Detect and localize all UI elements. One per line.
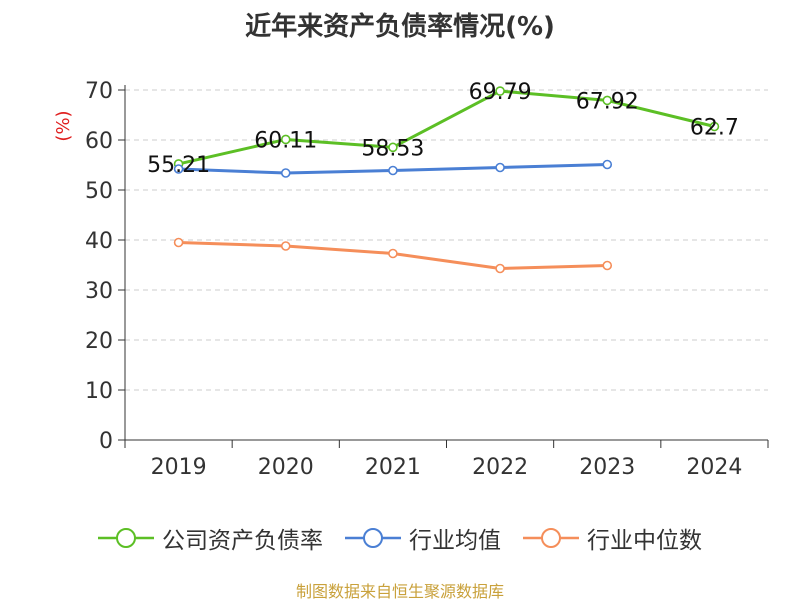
y-tick-label: 60 bbox=[85, 129, 113, 154]
legend-swatch bbox=[98, 528, 154, 548]
data-label: 67.92 bbox=[576, 89, 639, 114]
data-label: 62.7 bbox=[690, 116, 739, 141]
x-tick-label: 2022 bbox=[472, 455, 528, 480]
data-point bbox=[388, 142, 398, 153]
data-point bbox=[388, 248, 398, 259]
y-tick-label: 30 bbox=[85, 279, 113, 304]
data-point bbox=[280, 134, 291, 145]
x-tick-label: 2021 bbox=[365, 455, 421, 480]
legend-swatch bbox=[523, 528, 579, 548]
series-line bbox=[178, 89, 715, 166]
source-note: 制图数据来自恒生聚源数据库 bbox=[295, 582, 504, 601]
x-tick-label: 2024 bbox=[686, 455, 742, 480]
y-tick-label: 50 bbox=[85, 179, 113, 204]
data-label: 69.79 bbox=[469, 80, 532, 105]
series-layer bbox=[173, 86, 720, 274]
legend-item[interactable]: 公司资产负债率 bbox=[98, 521, 323, 555]
y-axis-label: (%) bbox=[53, 110, 74, 141]
legend-label: 行业中位数 bbox=[587, 528, 702, 554]
data-point bbox=[173, 164, 184, 174]
x-tick-label: 2019 bbox=[151, 455, 207, 480]
legend-item[interactable]: 行业中位数 bbox=[523, 521, 702, 555]
y-tick-label: 0 bbox=[99, 429, 113, 454]
legend: 公司资产负债率 行业均值 行业中位数 bbox=[0, 518, 800, 558]
grid-lines bbox=[125, 89, 768, 391]
data-point bbox=[495, 162, 505, 173]
chart-title: 近年来资产负债率情况(%) bbox=[245, 12, 555, 42]
legend-label: 行业均值 bbox=[409, 528, 501, 554]
data-labels: 55.21 60.11 58.53 69.79 67.92 62.7 bbox=[147, 80, 739, 178]
data-point bbox=[388, 165, 398, 176]
y-tick-label: 10 bbox=[85, 379, 113, 404]
data-point bbox=[602, 159, 613, 170]
legend-label: 公司资产负债率 bbox=[162, 528, 323, 554]
axes: 0 10 20 30 40 50 60 70 2019 2020 2021 2022 2023 2024 (… bbox=[53, 79, 769, 480]
y-tick-label: 40 bbox=[85, 229, 113, 254]
data-point bbox=[280, 241, 291, 251]
data-point bbox=[602, 95, 613, 106]
data-point bbox=[173, 237, 184, 248]
data-point bbox=[709, 121, 720, 132]
legend-swatch bbox=[345, 528, 401, 548]
data-point bbox=[495, 263, 505, 274]
data-label: 55.21 bbox=[147, 153, 210, 178]
x-tick-label: 2023 bbox=[579, 455, 635, 480]
data-point bbox=[280, 168, 291, 178]
data-label: 58.53 bbox=[361, 136, 424, 161]
data-point bbox=[495, 86, 505, 96]
x-tick-label: 2020 bbox=[258, 455, 314, 480]
y-tick-label: 70 bbox=[85, 79, 113, 104]
data-label: 60.11 bbox=[254, 128, 317, 153]
legend-item[interactable]: 行业均值 bbox=[345, 521, 501, 555]
y-tick-label: 20 bbox=[85, 329, 113, 354]
data-point bbox=[602, 260, 613, 271]
